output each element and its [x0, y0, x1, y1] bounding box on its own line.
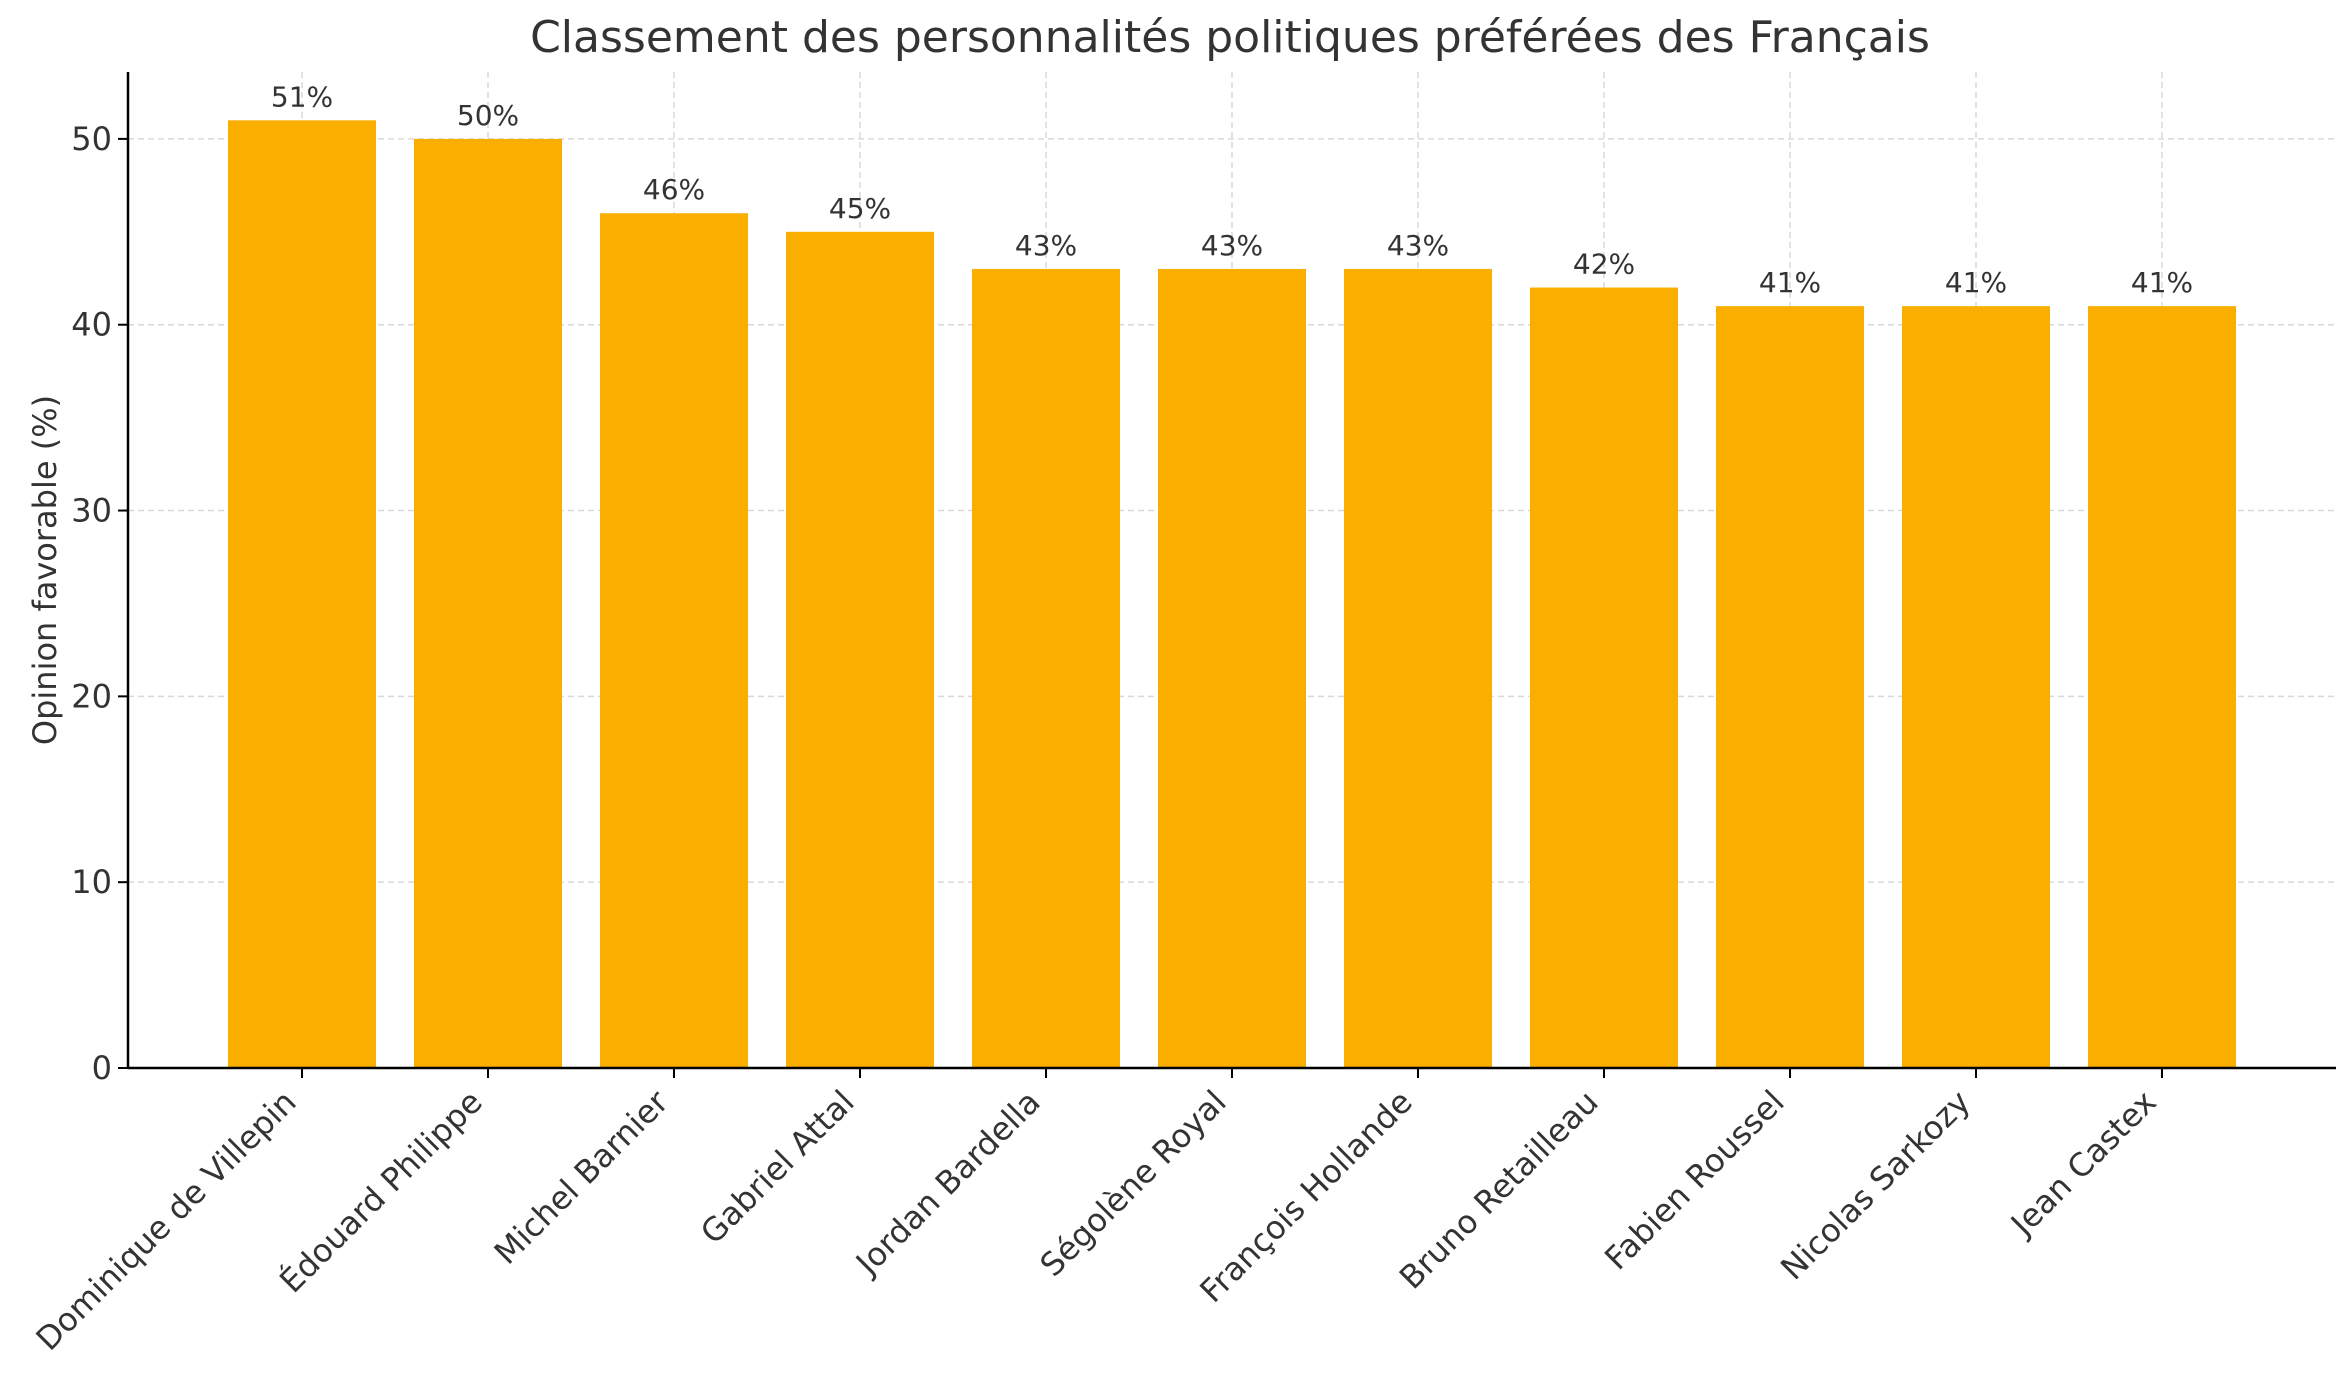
x-category-label: Édouard Philippe — [272, 1083, 490, 1301]
bar — [228, 120, 376, 1069]
x-category-label: Bruno Retailleau — [1392, 1083, 1606, 1297]
chart-title: Classement des personnalités politiques … — [530, 12, 1930, 63]
bar-value-label: 46% — [643, 173, 705, 206]
bar — [1902, 306, 2050, 1068]
bar-value-label: 43% — [1201, 229, 1263, 262]
bar-value-label: 51% — [271, 80, 333, 113]
y-tick-label: 10 — [71, 863, 112, 901]
bar-value-label: 45% — [829, 192, 891, 225]
bar — [1344, 268, 1492, 1068]
bar-value-label: 41% — [1945, 266, 2007, 299]
y-tick-label: 40 — [71, 306, 112, 344]
bar-value-label: 41% — [1759, 266, 1821, 299]
x-category-label: François Hollande — [1192, 1083, 1419, 1310]
value-labels-layer: 51% 50% 46% 45% 43% 43% 43% 42% 41% 41% 41% — [271, 80, 2193, 299]
x-category-label: Jordan Bardella — [847, 1083, 1047, 1283]
bar — [1530, 287, 1678, 1068]
x-category-label: Dominique de Villepin — [29, 1083, 304, 1358]
bars-layer — [228, 120, 2236, 1069]
bar-value-label: 42% — [1573, 248, 1635, 281]
y-tick-label: 30 — [71, 492, 112, 530]
bar — [1716, 306, 1864, 1068]
y-tick-label: 50 — [71, 120, 112, 158]
x-category-label: Michel Barnier — [487, 1082, 677, 1272]
x-category-label: Jean Castex — [2002, 1083, 2164, 1245]
bar-value-label: 41% — [2131, 266, 2193, 299]
bar — [972, 268, 1120, 1068]
bar — [414, 138, 562, 1069]
bar — [2088, 306, 2236, 1068]
y-tick-label: 20 — [71, 677, 112, 715]
x-category-label: Fabien Roussel — [1597, 1083, 1791, 1277]
bar-value-label: 43% — [1387, 229, 1449, 262]
bar-value-label: 43% — [1015, 229, 1077, 262]
x-category-label: Ségolène Royal — [1033, 1083, 1234, 1284]
y-tick-label: 0 — [92, 1049, 112, 1087]
x-category-label: Nicolas Sarkozy — [1773, 1083, 1977, 1287]
bar — [600, 213, 748, 1068]
y-axis-title: Opinion favorable (%) — [26, 395, 64, 745]
bar — [1158, 268, 1306, 1068]
x-category-label: Gabriel Attal — [693, 1083, 862, 1252]
bar — [786, 231, 934, 1068]
bar-value-label: 50% — [457, 99, 519, 132]
y-ticks-layer: 0 10 20 30 40 50 — [71, 120, 2163, 1087]
